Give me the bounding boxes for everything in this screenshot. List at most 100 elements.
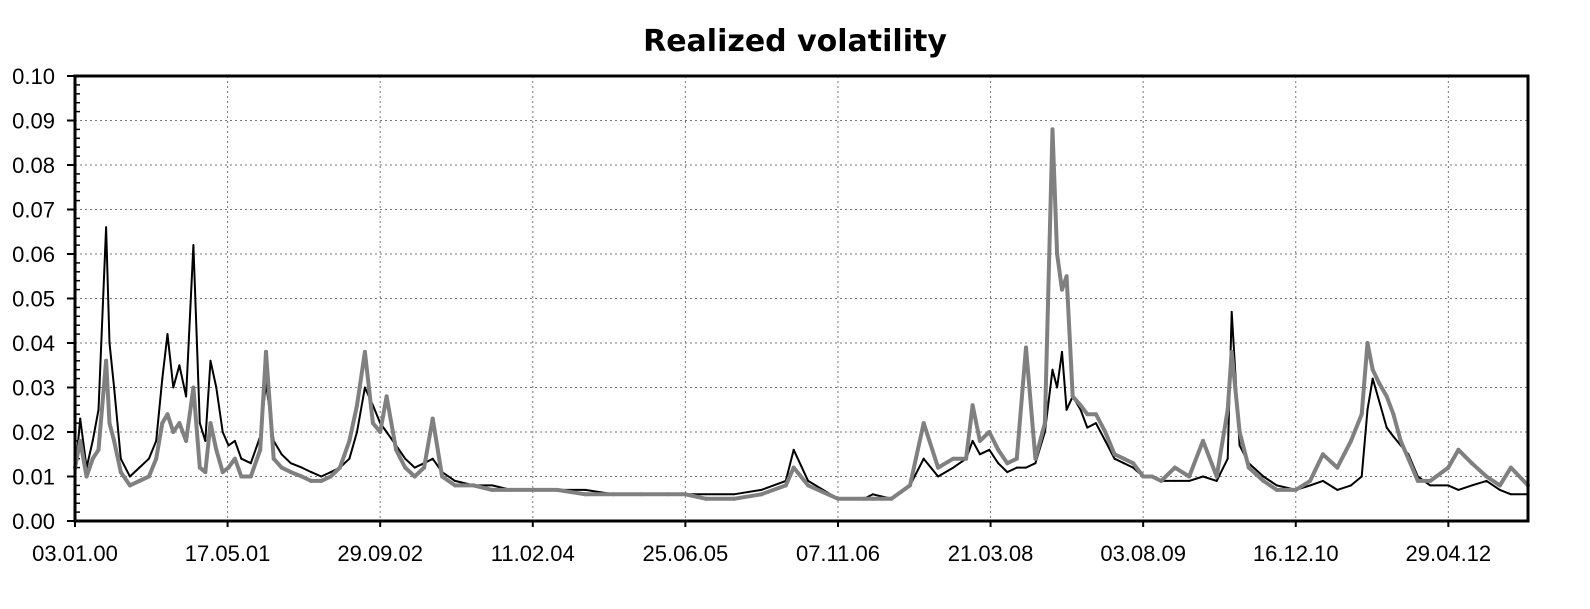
y-axis-labels: 0.00 0.01 0.02 0.03 0.04 0.05 0.06 0.07 0.08 0.09… xyxy=(12,64,55,534)
data-point-2 xyxy=(127,483,132,488)
data-point-1 xyxy=(1104,439,1107,442)
data-point-2 xyxy=(1484,474,1489,479)
data-point-1 xyxy=(240,457,243,460)
data-point-2 xyxy=(226,465,231,470)
data-point-1 xyxy=(105,226,108,229)
data-point-2 xyxy=(1261,478,1266,483)
y-tick-label: 0.04 xyxy=(12,331,55,356)
data-point-2 xyxy=(1370,367,1375,372)
x-tick-label: 03.01.00 xyxy=(32,541,118,566)
data-point-1 xyxy=(760,488,763,491)
data-point-2 xyxy=(146,474,151,479)
data-point-1 xyxy=(1079,408,1082,411)
data-point-1 xyxy=(1226,457,1229,460)
data-point-1 xyxy=(1015,466,1018,469)
data-point-1 xyxy=(952,466,955,469)
data-point-1 xyxy=(289,462,292,465)
x-tick-label: 16.12.10 xyxy=(1253,541,1339,566)
data-point-1 xyxy=(363,386,366,389)
data-point-2 xyxy=(508,487,513,492)
data-point-2 xyxy=(987,430,992,434)
data-point-2 xyxy=(1055,252,1060,256)
data-point-1 xyxy=(1336,488,1339,491)
data-point-1 xyxy=(1034,462,1037,465)
data-point-2 xyxy=(1159,478,1164,483)
data-point-1 xyxy=(192,244,195,247)
data-point-1 xyxy=(404,457,407,460)
data-point-1 xyxy=(1447,484,1450,487)
data-point-1 xyxy=(454,479,456,482)
data-point-1 xyxy=(1470,484,1473,487)
data-point-2 xyxy=(328,474,333,479)
data-point-2 xyxy=(1131,461,1136,466)
data-point-2 xyxy=(996,447,1001,452)
data-point-1 xyxy=(147,457,150,460)
data-point-2 xyxy=(471,483,476,488)
data-point-1 xyxy=(1371,377,1374,380)
data-point-1 xyxy=(329,471,332,474)
data-point-2 xyxy=(1398,438,1403,443)
data-point-1 xyxy=(1061,350,1063,353)
data-point-2 xyxy=(908,483,912,488)
data-point-1 xyxy=(1509,493,1512,496)
data-point-2 xyxy=(78,438,83,443)
y-tick-label: 0.09 xyxy=(12,109,55,134)
data-point-1 xyxy=(1378,399,1381,402)
data-point-2 xyxy=(422,465,427,470)
data-point-2 xyxy=(299,474,304,479)
data-point-2 xyxy=(440,474,445,479)
data-point-2 xyxy=(137,478,142,483)
data-point-1 xyxy=(1094,422,1097,425)
data-point-2 xyxy=(1014,456,1019,461)
data-point-2 xyxy=(104,358,109,363)
data-point-1 xyxy=(178,364,181,367)
data-point-1 xyxy=(1321,479,1324,482)
data-point-1 xyxy=(108,342,111,344)
data-point-1 xyxy=(1262,475,1265,478)
data-point-1 xyxy=(1215,479,1218,482)
data-point-2 xyxy=(394,447,399,452)
data-point-2 xyxy=(1456,447,1461,452)
data-point-2 xyxy=(951,456,956,461)
data-point-2 xyxy=(191,385,196,390)
data-point-2 xyxy=(759,492,764,497)
data-point-1 xyxy=(971,439,974,442)
data-point-1 xyxy=(138,466,141,469)
data-point-2 xyxy=(309,478,314,483)
data-point-2 xyxy=(1359,412,1364,417)
data-point-2 xyxy=(362,349,367,354)
data-point-2 xyxy=(208,421,213,426)
data-point-1 xyxy=(249,462,252,465)
data-point-2 xyxy=(319,478,324,483)
data-point-2 xyxy=(1070,394,1075,399)
data-point-1 xyxy=(922,457,925,460)
data-point-2 xyxy=(1497,483,1502,488)
data-point-2 xyxy=(347,438,352,443)
data-point-1 xyxy=(172,386,175,389)
data-point-1 xyxy=(1429,484,1432,487)
data-point-1 xyxy=(215,386,218,389)
data-point-2 xyxy=(118,470,123,475)
data-point-2 xyxy=(1308,478,1313,483)
data-point-2 xyxy=(1229,349,1234,354)
data-point-2 xyxy=(1172,465,1177,470)
plot-frame xyxy=(73,74,1530,523)
data-point-2 xyxy=(1085,412,1090,417)
data-point-2 xyxy=(704,496,709,501)
data-point-1 xyxy=(1122,462,1125,465)
data-point-1 xyxy=(79,417,82,420)
data-point-2 xyxy=(666,492,671,497)
y-tick-label: 0.02 xyxy=(12,420,55,445)
data-point-2 xyxy=(355,403,359,408)
data-point-2 xyxy=(264,349,268,354)
data-point-2 xyxy=(1201,438,1205,443)
data-point-1 xyxy=(310,471,313,474)
data-point-1 xyxy=(320,475,323,478)
y-tick-label: 0.08 xyxy=(12,153,55,178)
x-tick-label: 29.04.12 xyxy=(1406,541,1492,566)
data-point-2 xyxy=(490,487,495,492)
data-point-2 xyxy=(936,465,941,470)
data-point-2 xyxy=(1141,474,1146,479)
data-point-2 xyxy=(220,470,225,475)
x-tick-label: 07.11.06 xyxy=(796,541,880,566)
